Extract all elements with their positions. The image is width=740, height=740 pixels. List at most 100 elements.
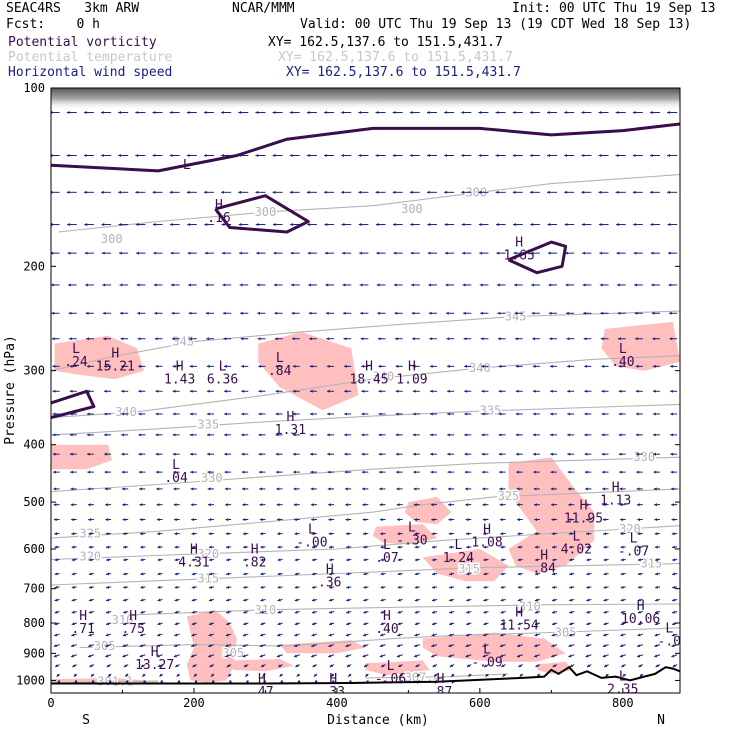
wind-vector — [190, 470, 197, 474]
wind-vector — [550, 433, 558, 437]
wind-vector — [547, 153, 558, 158]
wind-vector — [69, 452, 77, 456]
wind-vector — [89, 664, 95, 668]
wind-vector — [482, 487, 489, 491]
wind-vector — [495, 222, 506, 227]
wind-vector — [105, 622, 112, 626]
wind-vector — [259, 487, 266, 491]
hl-letter: L — [276, 351, 284, 366]
wind-vector — [121, 364, 129, 368]
wind-vector — [226, 664, 232, 668]
wind-vector — [105, 532, 112, 536]
wind-vector — [171, 337, 180, 341]
endpoint-label-south: S — [82, 713, 90, 728]
wind-vector — [616, 251, 626, 255]
hl-value: .75 — [121, 622, 144, 637]
wind-vector — [483, 558, 489, 562]
wind-vector — [496, 283, 506, 287]
wind-vector — [346, 585, 352, 589]
hl-value: .40 — [611, 355, 634, 370]
wind-vector — [620, 545, 626, 549]
wind-vector — [615, 153, 626, 158]
wind-vector — [277, 572, 283, 576]
wind-vector — [83, 190, 94, 194]
wind-vector — [412, 389, 420, 393]
wind-vector — [152, 110, 163, 115]
wind-vector — [208, 585, 215, 589]
pv-high-label: H.71 — [71, 609, 94, 637]
wind-vector — [396, 470, 403, 474]
wind-vector — [603, 622, 609, 626]
wind-vector — [584, 412, 592, 416]
wind-vector — [87, 487, 94, 491]
wind-vector — [498, 452, 506, 456]
wind-vector — [311, 585, 317, 589]
wind-vector — [671, 644, 678, 648]
wind-vector — [376, 251, 386, 255]
wind-vector — [671, 633, 678, 637]
pv-shaded-region — [372, 524, 437, 545]
wind-vector — [311, 622, 318, 626]
wind-vector — [362, 518, 369, 522]
wind-vector — [585, 654, 592, 658]
wind-vector — [547, 190, 558, 194]
wind-vector — [191, 518, 197, 522]
wind-vector — [534, 572, 540, 576]
theta-contour-line — [129, 603, 680, 616]
wind-vector — [103, 337, 112, 341]
hl-letter: H — [483, 523, 491, 538]
wind-vector — [346, 610, 352, 614]
theta-contour-layer: 300 300 300 300 345 345 340 340 340 335 335 330 330 3… — [51, 174, 680, 690]
wind-vector — [517, 558, 523, 562]
wind-vector — [430, 470, 437, 474]
wind-vector — [239, 251, 249, 255]
wind-vector — [637, 610, 643, 614]
wind-vector — [499, 470, 506, 474]
theta-contour-label: 315 — [458, 562, 480, 576]
wind-vector — [515, 412, 523, 416]
wind-vector — [86, 364, 94, 368]
wind-vector — [221, 110, 232, 115]
wind-vector — [66, 110, 77, 115]
pv-high-label: H1.65 — [504, 235, 535, 263]
wind-vector — [294, 622, 300, 626]
wind-vector — [670, 364, 678, 368]
wind-vector — [654, 532, 661, 536]
wind-vector — [567, 433, 575, 437]
wind-vector — [550, 389, 558, 393]
wind-vector — [290, 251, 300, 255]
hl-value: -.07 — [618, 544, 649, 559]
wind-vector — [551, 545, 558, 549]
pv-shading-layer — [51, 321, 680, 683]
wind-vector — [498, 412, 506, 416]
wind-vector — [294, 598, 300, 602]
pv-low-label: L6.36 — [207, 360, 238, 388]
wind-vector — [637, 585, 643, 589]
wind-vector — [431, 610, 438, 614]
wind-vector — [170, 283, 180, 287]
wind-vector — [208, 598, 215, 602]
wind-vector — [225, 532, 232, 536]
wind-vector — [272, 153, 283, 158]
wind-vector — [88, 633, 95, 637]
wind-vector — [277, 585, 283, 589]
y-tick-label: 600 — [23, 542, 45, 556]
wind-vector — [327, 470, 335, 474]
wind-vector — [586, 572, 592, 576]
theta-contour-label: 305 — [222, 646, 244, 660]
wind-vector — [534, 585, 541, 589]
hl-value: -.0 — [658, 635, 681, 650]
pv-shaded-region — [422, 632, 566, 662]
pv-high-label: H.84 — [532, 549, 556, 577]
wind-vector — [655, 664, 661, 668]
wind-vector — [397, 545, 403, 549]
wind-vector — [188, 283, 197, 287]
wind-vector — [225, 518, 232, 522]
wind-vector — [375, 153, 386, 158]
wind-vector — [619, 654, 626, 658]
wind-vector — [123, 610, 129, 614]
wind-vector — [399, 673, 404, 678]
wind-vector — [277, 622, 283, 626]
wind-vector — [276, 518, 283, 522]
